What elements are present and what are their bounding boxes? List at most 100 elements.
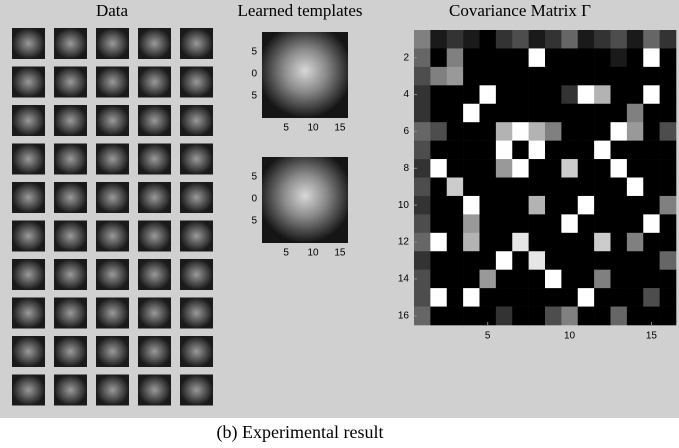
- heatmap-cell: [627, 159, 644, 178]
- data-tile: [54, 144, 87, 175]
- heatmap-cell: [611, 104, 628, 123]
- heatmap-cell: [561, 104, 578, 123]
- heatmap-cell: [611, 196, 628, 215]
- heatmap-cell: [660, 122, 677, 141]
- data-tile: [12, 375, 45, 406]
- heatmap-cell: [496, 178, 513, 197]
- heatmap-cell: [529, 251, 546, 270]
- heatmap-cell: [561, 178, 578, 197]
- heatmap-cell: [463, 233, 480, 252]
- heatmap-cell: [447, 141, 464, 160]
- heatmap-cell: [480, 104, 497, 123]
- heatmap-cell: [414, 214, 431, 233]
- y-tick-label: 6: [403, 126, 409, 137]
- heatmap-cell: [463, 48, 480, 67]
- heatmap-cell: [496, 85, 513, 104]
- heatmap-cell: [660, 30, 677, 49]
- data-tile: [138, 336, 171, 367]
- data-tile: [138, 67, 171, 98]
- data-tile: [96, 298, 129, 329]
- data-tile: [180, 221, 213, 252]
- heatmap-cell: [578, 178, 595, 197]
- heatmap-cell: [627, 30, 644, 49]
- heatmap-cell: [594, 233, 611, 252]
- heatmap-cell: [660, 251, 677, 270]
- caption: (b) Experimental result: [217, 422, 384, 443]
- heatmap-cell: [643, 104, 660, 123]
- heatmap-cell: [480, 85, 497, 104]
- heatmap-cell: [627, 104, 644, 123]
- heatmap-cell: [578, 159, 595, 178]
- data-tile: [96, 67, 129, 98]
- data-tile: [180, 298, 213, 329]
- heatmap-cell: [496, 30, 513, 49]
- heatmap-cell: [463, 214, 480, 233]
- heatmap-cell: [430, 67, 447, 86]
- heatmap-cell: [529, 159, 546, 178]
- y-tick-label: 5: [251, 172, 257, 183]
- heatmap-cell: [594, 30, 611, 49]
- heatmap-cell: [496, 48, 513, 67]
- x-tick-label: 15: [334, 123, 346, 134]
- heatmap-cell: [430, 288, 447, 307]
- heatmap-cell: [430, 307, 447, 326]
- heatmap-cell: [627, 48, 644, 67]
- heatmap-cell: [447, 159, 464, 178]
- data-tile: [180, 182, 213, 213]
- heatmap-cell: [561, 270, 578, 289]
- heatmap-cell: [430, 233, 447, 252]
- heatmap-cell: [512, 48, 529, 67]
- heatmap-cell: [430, 178, 447, 197]
- heatmap-cell: [545, 233, 562, 252]
- heatmap-cell: [463, 178, 480, 197]
- heatmap-cell: [594, 159, 611, 178]
- heatmap-cell: [611, 159, 628, 178]
- heatmap-cell: [545, 159, 562, 178]
- heatmap-cell: [529, 141, 546, 160]
- data-tile: [96, 221, 129, 252]
- heatmap-cell: [611, 141, 628, 160]
- heatmap-cell: [512, 251, 529, 270]
- data-tile: [96, 144, 129, 175]
- heatmap-cell: [578, 30, 595, 49]
- heatmap-cell: [578, 307, 595, 326]
- heatmap-cell: [643, 48, 660, 67]
- heatmap-cell: [643, 196, 660, 215]
- heatmap-cell: [611, 214, 628, 233]
- data-tile: [96, 28, 129, 59]
- heatmap-cell: [578, 251, 595, 270]
- heatmap-cell: [545, 141, 562, 160]
- heatmap-cell: [545, 30, 562, 49]
- heatmap-cell: [447, 30, 464, 49]
- heatmap-cell: [529, 196, 546, 215]
- heatmap-cell: [660, 48, 677, 67]
- heatmap-cell: [594, 85, 611, 104]
- heatmap-cell: [643, 122, 660, 141]
- heatmap-cell: [480, 196, 497, 215]
- heatmap-cell: [545, 178, 562, 197]
- heatmap-cell: [643, 85, 660, 104]
- heatmap-cell: [545, 122, 562, 141]
- heatmap-cell: [529, 288, 546, 307]
- heatmap-cell: [611, 307, 628, 326]
- heatmap-cell: [545, 251, 562, 270]
- heatmap-cell: [463, 30, 480, 49]
- data-tile: [138, 375, 171, 406]
- heatmap-cell: [660, 270, 677, 289]
- heatmap-cell: [480, 233, 497, 252]
- heatmap-cell: [561, 48, 578, 67]
- heatmap-cell: [447, 67, 464, 86]
- y-tick-label: 16: [398, 310, 410, 321]
- heatmap-cell: [480, 178, 497, 197]
- heatmap-cell: [594, 270, 611, 289]
- data-tile: [54, 182, 87, 213]
- data-tile: [138, 144, 171, 175]
- heatmap-cell: [463, 307, 480, 326]
- heatmap-cell: [660, 67, 677, 86]
- chart-title: Covariance Matrix Γ: [449, 1, 591, 20]
- panel-title: Learned templates: [237, 1, 362, 20]
- x-tick-label: 15: [334, 248, 346, 259]
- heatmap-cell: [545, 270, 562, 289]
- heatmap-cell: [512, 85, 529, 104]
- heatmap-cell: [611, 122, 628, 141]
